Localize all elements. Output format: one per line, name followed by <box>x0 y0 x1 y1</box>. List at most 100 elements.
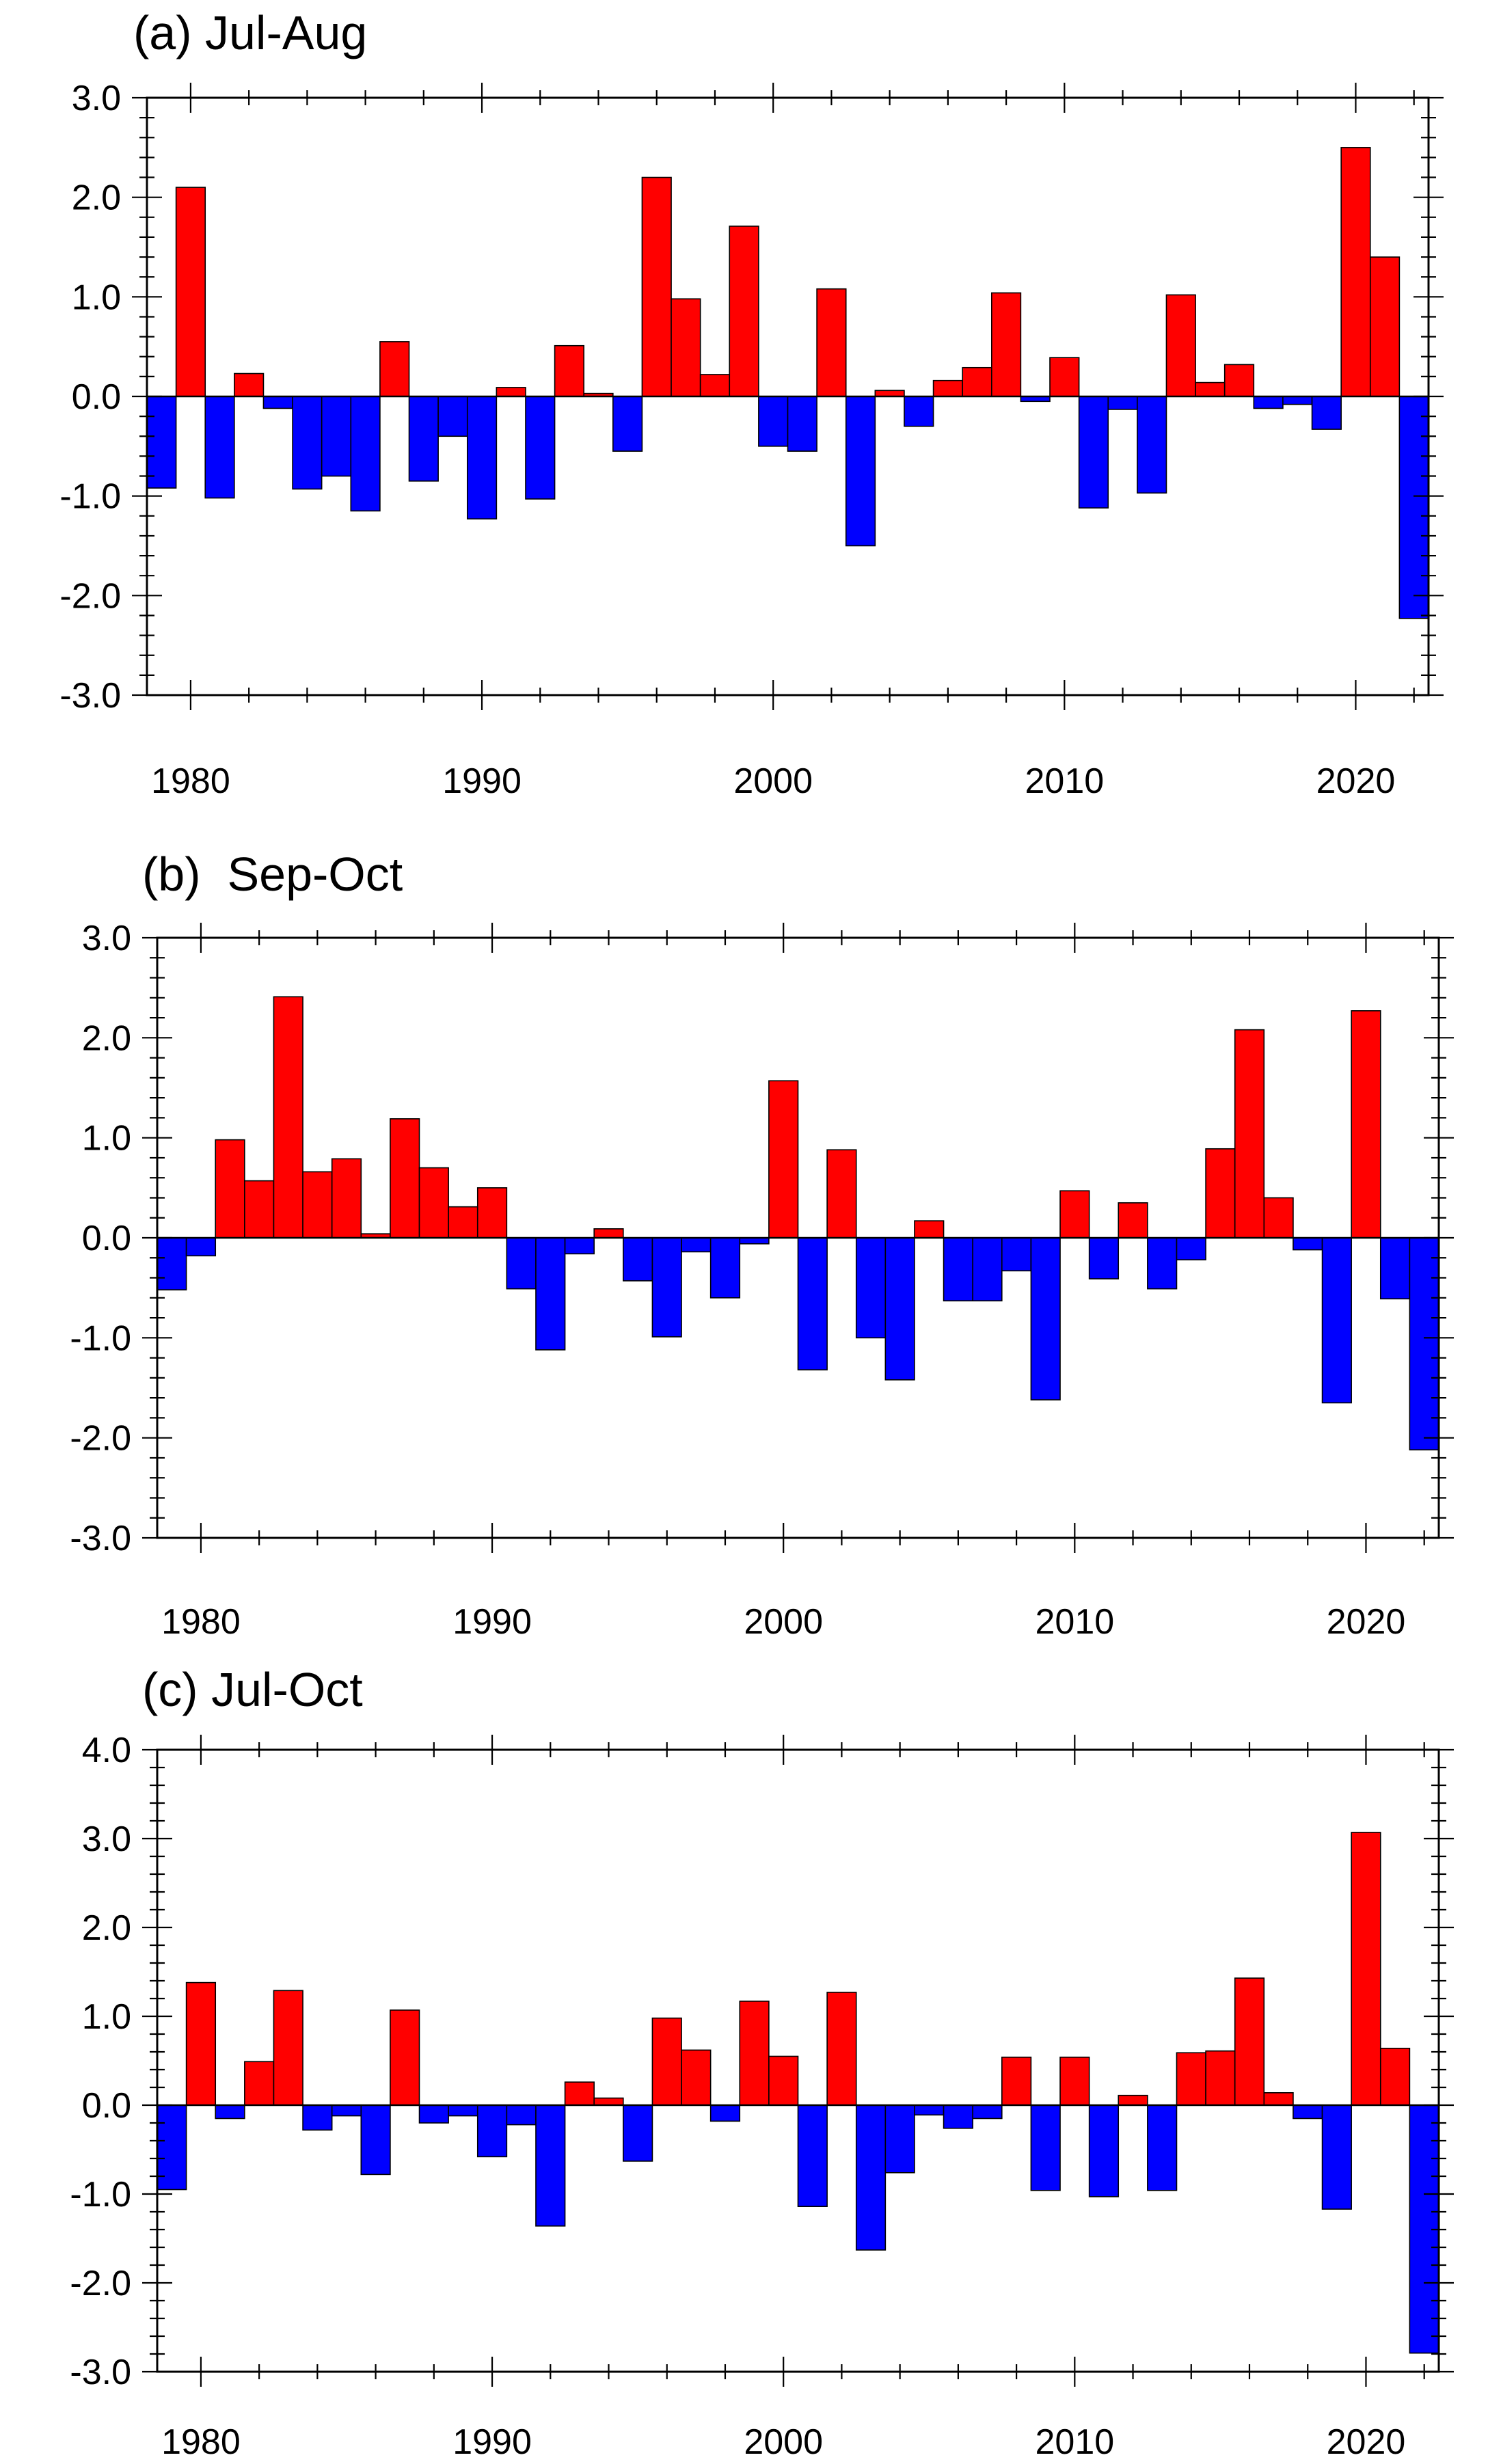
bar-1980 <box>185 1981 217 2106</box>
bar-1999 <box>739 1237 770 1245</box>
bar-2019 <box>1311 396 1342 430</box>
bar-2008 <box>990 292 1022 397</box>
x-tick-label: 2020 <box>1327 1602 1406 1642</box>
bar-2019 <box>1321 1237 1352 1404</box>
bar-1991 <box>506 2104 537 2126</box>
bar-2010 <box>1049 357 1080 397</box>
bar-2009 <box>1030 2104 1061 2191</box>
bar-2003 <box>855 2104 887 2251</box>
x-tick-label: 1990 <box>452 1602 532 1642</box>
bar-2018 <box>1282 396 1313 405</box>
bar-1993 <box>554 344 585 397</box>
bar-2000 <box>768 1080 799 1238</box>
bar-2017 <box>1263 2092 1294 2106</box>
bar-1981 <box>215 1139 245 1238</box>
bar-2022 <box>1409 1237 1439 1451</box>
bar-1988 <box>418 1167 449 1238</box>
bar-1988 <box>418 2104 449 2124</box>
bar-1997 <box>681 2049 712 2106</box>
bar-2016 <box>1234 1029 1265 1238</box>
bar-2001 <box>787 396 817 452</box>
bar-1995 <box>623 2104 653 2162</box>
bar-2014 <box>1176 2052 1206 2106</box>
x-tick-label: 2010 <box>1035 1602 1114 1642</box>
bar-1991 <box>506 1237 537 1290</box>
bar-1985 <box>331 2104 362 2117</box>
bar-1992 <box>535 2104 566 2227</box>
bar-1994 <box>593 2097 624 2106</box>
bar-2012 <box>1118 2094 1148 2106</box>
y-tick-label: 4.0 <box>82 1731 131 1770</box>
bar-1983 <box>262 396 293 409</box>
bar-1980 <box>185 1237 217 1257</box>
bar-2007 <box>972 2104 1003 2120</box>
y-tick-label: -2.0 <box>70 2264 131 2303</box>
y-tick-label: -3.0 <box>70 1519 131 1558</box>
bar-1985 <box>331 1158 362 1238</box>
y-tick-label: -3.0 <box>59 676 121 716</box>
bar-1992 <box>535 1237 566 1351</box>
bar-2007 <box>962 366 992 397</box>
panel-a: -3.0 -2.0 -1.0 0.0 1.0 2.0 3.0 1980 1990 2000 2010… <box>59 6 1444 801</box>
bar-1990 <box>476 2104 508 2158</box>
bar-2003 <box>855 1237 887 1339</box>
bar-2015 <box>1195 381 1226 397</box>
bar-1979 <box>157 1237 187 1290</box>
x-tick-label: 1990 <box>442 761 522 801</box>
x-tick-label: 2000 <box>733 761 813 801</box>
y-tick-label: 2.0 <box>72 178 121 218</box>
bar-2013 <box>1147 1237 1178 1290</box>
bar-2001 <box>797 1237 828 1370</box>
bar-2006 <box>932 379 963 397</box>
bar-1981 <box>204 396 235 499</box>
bar-1992 <box>525 396 556 500</box>
plot-frame <box>156 1748 1440 2373</box>
bar-2018 <box>1293 2104 1323 2120</box>
bar-2019 <box>1321 2104 1352 2210</box>
bar-1984 <box>292 396 323 490</box>
bar-2000 <box>768 2055 799 2106</box>
bar-1994 <box>593 1228 624 1238</box>
bar-1987 <box>390 2009 420 2106</box>
bar-1999 <box>739 2001 770 2106</box>
bar-2016 <box>1234 1977 1265 2106</box>
bar-1990 <box>466 396 498 519</box>
bar-2012 <box>1107 396 1138 410</box>
bar-2015 <box>1205 1148 1236 1238</box>
bar-2017 <box>1253 396 1284 409</box>
bar-1983 <box>273 1990 303 2106</box>
bar-1986 <box>350 396 381 512</box>
bar-1981 <box>215 2104 245 2120</box>
bar-2004 <box>884 2104 915 2174</box>
bar-2003 <box>845 396 876 547</box>
bar-2006 <box>943 2104 973 2129</box>
y-tick-label: 2.0 <box>82 1908 131 1948</box>
bar-1996 <box>651 2017 682 2106</box>
bar-2004 <box>874 390 905 397</box>
bar-1993 <box>564 1237 595 1255</box>
bar-2015 <box>1205 2050 1236 2106</box>
bar-2010 <box>1059 1190 1090 1238</box>
x-tick-label: 2010 <box>1025 761 1104 801</box>
bar-1993 <box>564 2081 595 2106</box>
bar-2021 <box>1379 2048 1411 2106</box>
y-tick-label: 3.0 <box>72 79 121 118</box>
panel-b: -3.0 -2.0 -1.0 0.0 1.0 2.0 3.0 1980 1990 2000 2010… <box>70 848 1454 1642</box>
y-tick-label: -2.0 <box>70 1419 131 1459</box>
x-tick-label: 2010 <box>1035 2422 1114 2462</box>
bar-1995 <box>612 396 643 452</box>
bar-2001 <box>797 2104 828 2207</box>
y-tick-label: 0.0 <box>72 377 121 417</box>
bar-2002 <box>826 1149 857 1238</box>
y-tick-label: 0.0 <box>82 2086 131 2126</box>
bar-1996 <box>641 176 672 397</box>
y-tick-label: -1.0 <box>70 2175 131 2215</box>
bar-2005 <box>914 1220 945 1238</box>
y-tick-label: 3.0 <box>82 919 131 958</box>
bar-2007 <box>972 1237 1003 1301</box>
bar-1988 <box>408 396 439 482</box>
bar-2022 <box>1398 396 1429 619</box>
bar-1984 <box>302 2104 333 2131</box>
bar-1984 <box>302 1171 333 1238</box>
